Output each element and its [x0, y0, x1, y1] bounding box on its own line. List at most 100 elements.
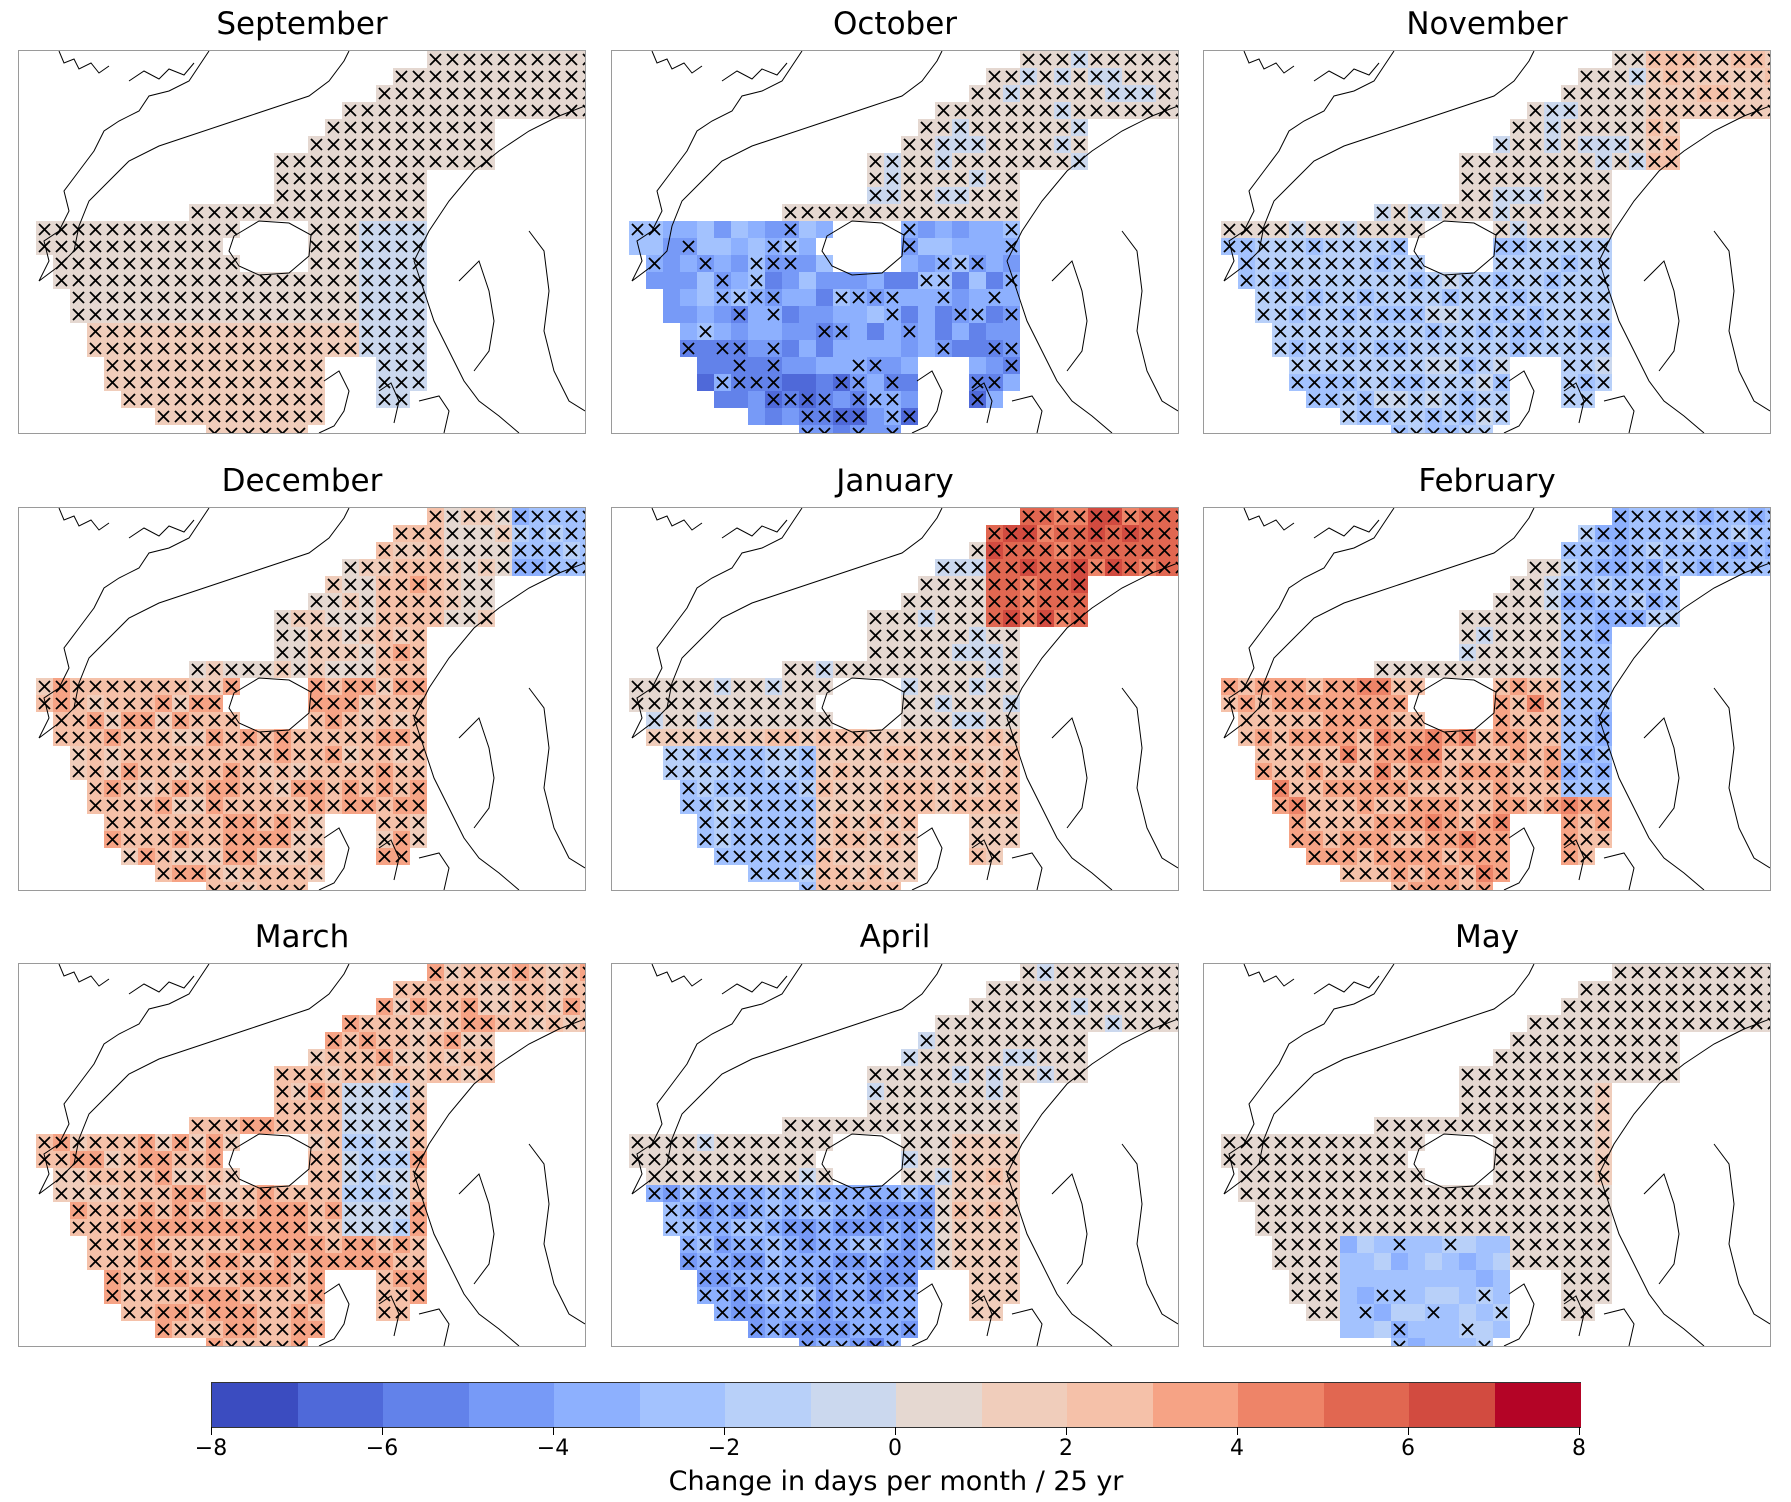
- grid-cell: [748, 306, 765, 323]
- significance-hatch: [750, 833, 763, 846]
- significance-hatch: [310, 595, 323, 608]
- significance-hatch: [446, 578, 459, 591]
- significance-hatch: [259, 663, 272, 676]
- significance-hatch: [988, 87, 1001, 100]
- significance-hatch: [497, 527, 510, 540]
- significance-hatch: [1444, 833, 1457, 846]
- significance-hatch: [1529, 595, 1542, 608]
- significance-hatch: [1529, 325, 1542, 338]
- significance-hatch: [937, 799, 950, 812]
- significance-hatch: [1461, 731, 1474, 744]
- significance-hatch: [1410, 765, 1423, 778]
- significance-hatch: [208, 223, 221, 236]
- significance-hatch: [1495, 376, 1508, 389]
- significance-hatch: [242, 1340, 255, 1346]
- significance-hatch: [1376, 359, 1389, 372]
- significance-hatch: [903, 697, 916, 710]
- significance-hatch: [293, 1119, 306, 1132]
- significance-hatch: [1597, 544, 1610, 557]
- significance-hatch: [191, 1255, 204, 1268]
- significance-hatch: [225, 1340, 238, 1346]
- significance-hatch: [565, 53, 578, 66]
- significance-hatch: [225, 1289, 238, 1302]
- significance-hatch: [293, 867, 306, 880]
- significance-hatch: [937, 1119, 950, 1132]
- significance-hatch: [1342, 274, 1355, 287]
- significance-hatch: [361, 561, 374, 574]
- significance-hatch: [327, 629, 340, 642]
- significance-hatch: [920, 748, 933, 761]
- significance-hatch: [937, 291, 950, 304]
- significance-hatch: [327, 1255, 340, 1268]
- significance-hatch: [903, 816, 916, 829]
- grid-cell: [884, 272, 901, 289]
- significance-hatch: [1495, 765, 1508, 778]
- coastline-0: [38, 51, 350, 282]
- significance-hatch: [971, 1017, 984, 1030]
- significance-hatch: [1512, 257, 1525, 270]
- grid-cell: [918, 289, 935, 306]
- significance-hatch: [920, 1119, 933, 1132]
- significance-hatch: [1005, 680, 1018, 693]
- significance-hatch: [259, 1272, 272, 1285]
- significance-hatch: [242, 1289, 255, 1302]
- significance-hatch: [310, 1153, 323, 1166]
- significance-hatch: [1359, 782, 1372, 795]
- significance-hatch: [276, 1289, 289, 1302]
- grid-cell: [748, 340, 765, 357]
- significance-hatch: [208, 1272, 221, 1285]
- significance-hatch: [1563, 663, 1576, 676]
- significance-hatch: [1141, 544, 1154, 557]
- significance-hatch: [225, 427, 238, 433]
- significance-hatch: [106, 240, 119, 253]
- significance-hatch: [1461, 799, 1474, 812]
- significance-hatch: [1563, 646, 1576, 659]
- significance-hatch: [1444, 850, 1457, 863]
- significance-hatch: [123, 782, 136, 795]
- grid-cell: [799, 357, 816, 374]
- grid-cell: [680, 272, 697, 289]
- significance-hatch: [1512, 291, 1525, 304]
- panel-title: December: [221, 463, 383, 499]
- significance-hatch: [852, 410, 865, 423]
- significance-hatch: [412, 172, 425, 185]
- significance-hatch: [937, 1034, 950, 1047]
- significance-hatch: [531, 561, 544, 574]
- significance-hatch: [429, 1034, 442, 1047]
- significance-hatch: [1563, 765, 1576, 778]
- grid-cell: [1391, 425, 1408, 433]
- significance-hatch: [1444, 816, 1457, 829]
- significance-hatch: [954, 1119, 967, 1132]
- significance-hatch: [1359, 308, 1372, 321]
- significance-hatch: [429, 70, 442, 83]
- significance-hatch: [971, 87, 984, 100]
- significance-hatch: [361, 765, 374, 778]
- grid-cell: [816, 272, 833, 289]
- significance-hatch: [971, 680, 984, 693]
- significance-hatch: [378, 1221, 391, 1234]
- significance-hatch: [903, 833, 916, 846]
- significance-hatch: [157, 240, 170, 253]
- significance-hatch: [480, 1034, 493, 1047]
- significance-hatch: [395, 1102, 408, 1115]
- significance-hatch: [1325, 833, 1338, 846]
- significance-hatch: [750, 257, 763, 270]
- significance-hatch: [310, 189, 323, 202]
- significance-hatch: [463, 561, 476, 574]
- significance-hatch: [225, 731, 238, 744]
- significance-hatch: [1597, 646, 1610, 659]
- significance-hatch: [310, 172, 323, 185]
- significance-hatch: [1563, 223, 1576, 236]
- significance-hatch: [852, 1119, 865, 1132]
- significance-hatch: [903, 1068, 916, 1081]
- significance-hatch: [123, 816, 136, 829]
- significance-hatch: [157, 833, 170, 846]
- significance-hatch: [1563, 342, 1576, 355]
- significance-hatch: [1141, 510, 1154, 523]
- significance-hatch: [548, 1017, 561, 1030]
- significance-hatch: [988, 172, 1001, 185]
- significance-hatch: [310, 308, 323, 321]
- significance-hatch: [1291, 308, 1304, 321]
- grid-cell: [240, 882, 257, 890]
- significance-hatch: [395, 561, 408, 574]
